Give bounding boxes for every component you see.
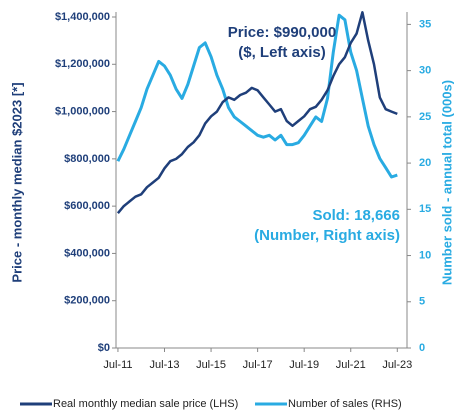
y2-tick-label: 5 (419, 296, 425, 308)
series-line (116, 11, 398, 214)
y2-tick-label: 35 (419, 18, 431, 30)
y2-tick-label: 15 (419, 203, 431, 215)
y2-tick-label: 0 (419, 342, 425, 354)
y-tick-label: $800,000 (64, 153, 110, 165)
y-axis-title: Price - monthly median $2023 [*] (9, 82, 24, 282)
y2-tick-label: 20 (419, 157, 431, 169)
series-line (116, 13, 398, 179)
y-tick-label: $1,400,000 (55, 11, 110, 23)
annotation: ($, Left axis) (238, 44, 326, 61)
legend-label: Real monthly median sale price (LHS) (53, 398, 238, 410)
x-tick-label: Jul-13 (150, 359, 180, 371)
y-tick-label: $200,000 (64, 295, 110, 307)
y-tick-label: $1,200,000 (55, 58, 110, 70)
x-tick-label: Jul-21 (336, 359, 366, 371)
legend-label: Number of sales (RHS) (288, 398, 402, 410)
y-tick-label: $0 (98, 342, 110, 354)
x-tick-label: Jul-17 (243, 359, 273, 371)
annotation: (Number, Right axis) (254, 227, 400, 244)
x-tick-label: Jul-15 (196, 359, 226, 371)
x-tick-label: Jul-23 (382, 359, 412, 371)
y-tick-label: $1,000,000 (55, 105, 110, 117)
y-tick-label: $600,000 (64, 200, 110, 212)
y2-axis-title: Number sold - annual total (000s) (439, 80, 454, 285)
annotation: Price: $990,000 (228, 24, 336, 41)
x-tick-label: Jul-11 (103, 359, 132, 371)
y-tick-label: $400,000 (64, 247, 110, 259)
y2-tick-label: 10 (419, 249, 431, 261)
y2-tick-label: 30 (419, 65, 431, 77)
y2-tick-label: 25 (419, 111, 431, 123)
annotation: Sold: 18,666 (312, 207, 400, 224)
x-tick-label: Jul-19 (289, 359, 319, 371)
